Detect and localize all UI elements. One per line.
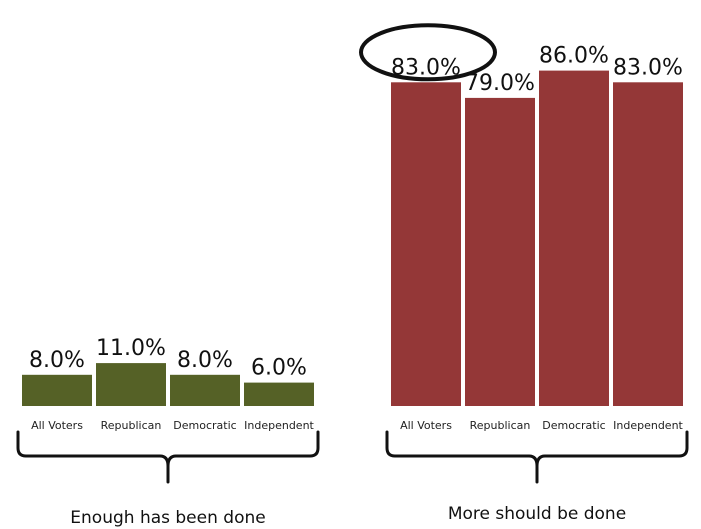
value-label-enough-democratic: 8.0% xyxy=(177,348,233,373)
group-title-enough: Enough has been done xyxy=(70,508,265,528)
bar-more-all-voters xyxy=(391,82,461,407)
highlight-circle xyxy=(359,23,497,82)
value-label-more-democratic: 86.0% xyxy=(539,44,609,69)
group-title-more: More should be done xyxy=(448,504,626,524)
bar-enough-independent xyxy=(244,382,314,406)
category-label-more-democratic: Democratic xyxy=(542,419,605,432)
brace-enough xyxy=(16,430,320,484)
bar-enough-republican xyxy=(96,363,166,406)
value-label-enough-republican: 11.0% xyxy=(96,336,166,361)
bar-more-independent xyxy=(613,82,683,407)
bar-more-democratic xyxy=(539,70,609,406)
category-label-more-all-voters: All Voters xyxy=(400,419,452,432)
category-label-enough-all-voters: All Voters xyxy=(31,419,83,432)
category-label-enough-democratic: Democratic xyxy=(173,419,236,432)
group-enough: 8.0% All Voters 11.0% Republican 8.0% Democra… xyxy=(16,336,320,528)
category-label-more-republican: Republican xyxy=(470,419,531,432)
value-label-enough-independent: 6.0% xyxy=(251,356,307,381)
bar-more-republican xyxy=(465,97,535,407)
value-label-enough-all-voters: 8.0% xyxy=(29,348,85,373)
category-label-enough-republican: Republican xyxy=(101,419,162,432)
group-more: 83.0% All Voters 79.0% Republican 86.0% Democ… xyxy=(359,23,689,524)
bar-enough-democratic xyxy=(170,374,240,406)
brace-more xyxy=(385,430,689,484)
value-label-more-independent: 83.0% xyxy=(613,55,683,80)
category-label-more-independent: Independent xyxy=(613,419,683,432)
bar-enough-all-voters xyxy=(22,374,92,406)
value-label-more-republican: 79.0% xyxy=(465,71,535,96)
category-label-enough-independent: Independent xyxy=(244,419,314,432)
